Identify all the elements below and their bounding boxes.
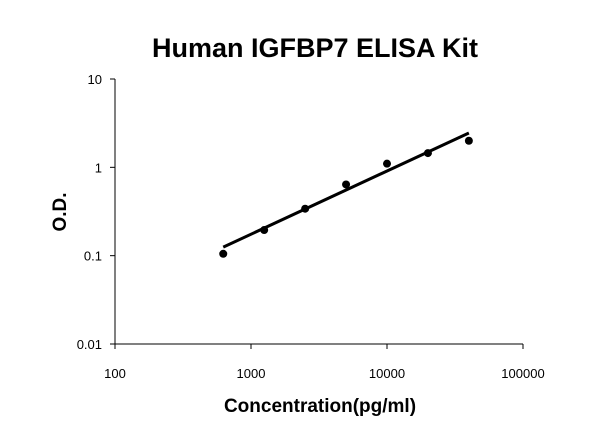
x-tick-label: 100000 xyxy=(501,366,544,381)
x-tick-label: 1000 xyxy=(237,366,266,381)
data-point xyxy=(383,159,391,168)
tick-labels: 100 1000 10000 100000 0.01 0.1 1 10 xyxy=(77,72,545,381)
data-point xyxy=(423,149,432,158)
ticks xyxy=(110,78,524,349)
x-tick-label: 10000 xyxy=(369,366,405,381)
data-point xyxy=(301,204,310,213)
y-axis-label: O.D. xyxy=(50,192,71,231)
axes xyxy=(114,79,523,345)
chart-title: Human IGFBP7 ELISA Kit xyxy=(152,33,478,63)
y-tick-label: 10 xyxy=(88,72,102,87)
y-tick-label: 1 xyxy=(95,160,102,175)
data-point xyxy=(464,136,473,145)
trend-line xyxy=(222,131,470,249)
y-tick-label: 0.1 xyxy=(84,249,102,264)
data-point xyxy=(342,180,351,189)
data-points xyxy=(219,136,473,258)
x-tick-label: 100 xyxy=(104,366,126,381)
y-tick-label: 0.01 xyxy=(77,337,102,352)
data-point xyxy=(260,226,269,235)
data-point xyxy=(219,249,228,258)
x-axis-label: Concentration(pg/ml) xyxy=(224,396,416,417)
